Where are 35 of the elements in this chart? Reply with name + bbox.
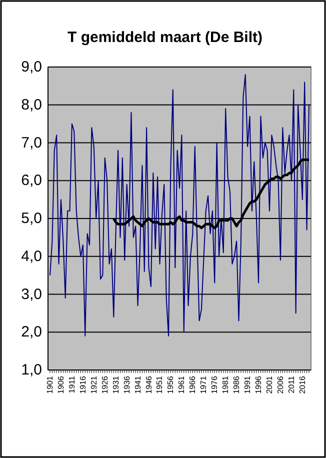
y-tick-label: 8,0 [21, 96, 42, 114]
x-tick-label: 1986 [232, 375, 242, 394]
y-tick-label: 1,0 [21, 362, 42, 378]
x-tick-label: 1971 [199, 375, 208, 394]
y-tick-label: 2,0 [21, 324, 42, 341]
y-tick-label: 9,0 [21, 58, 42, 76]
x-tick-label: 1996 [254, 375, 264, 394]
line-series [50, 74, 310, 336]
x-tick-label: 1951 [155, 375, 164, 394]
y-tick-label: 6,0 [21, 172, 42, 190]
x-tick-label: 2011 [286, 375, 296, 394]
x-tick-label: 1906 [56, 375, 66, 394]
x-tick-label: 1966 [188, 375, 198, 394]
x-tick-label: 2001 [264, 375, 274, 394]
y-tick-label: 4,0 [21, 248, 42, 265]
x-tick-label: 1976 [210, 375, 220, 394]
x-tick-label: 1981 [221, 375, 230, 394]
x-tick-label: 1901 [46, 375, 54, 394]
x-tick-label: 1921 [89, 375, 98, 394]
y-tick-label: 7,0 [21, 134, 42, 152]
x-tick-label: 1911 [67, 375, 76, 394]
y-tick-label: 3,0 [21, 286, 42, 303]
x-tick-label: 2006 [276, 375, 285, 394]
x-tick-label: 1936 [122, 375, 132, 394]
y-tick-label: 5,0 [21, 210, 42, 227]
chart-title: T gemiddeld maart (De Bilt) [67, 29, 263, 46]
x-tick-label: 2016 [298, 375, 307, 394]
x-tick-label: 1946 [144, 375, 154, 394]
x-tick-label: 1956 [166, 375, 176, 394]
x-tick-label: 1961 [177, 375, 186, 394]
x-tick-label: 1991 [243, 375, 252, 394]
x-tick-label: 1931 [111, 375, 120, 394]
x-tick-label: 1926 [100, 375, 110, 394]
x-tick-label: 1916 [78, 375, 88, 394]
x-tick-label: 1941 [133, 375, 142, 394]
